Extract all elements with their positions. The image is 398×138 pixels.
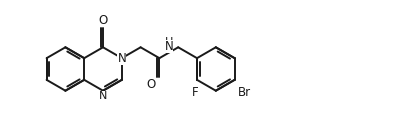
Text: F: F xyxy=(191,86,198,99)
Text: N: N xyxy=(164,40,173,53)
Text: Br: Br xyxy=(238,86,251,99)
Text: H: H xyxy=(165,37,173,47)
Text: N: N xyxy=(99,91,107,101)
Text: O: O xyxy=(147,78,156,91)
Text: O: O xyxy=(98,14,107,27)
Text: N: N xyxy=(117,52,126,65)
